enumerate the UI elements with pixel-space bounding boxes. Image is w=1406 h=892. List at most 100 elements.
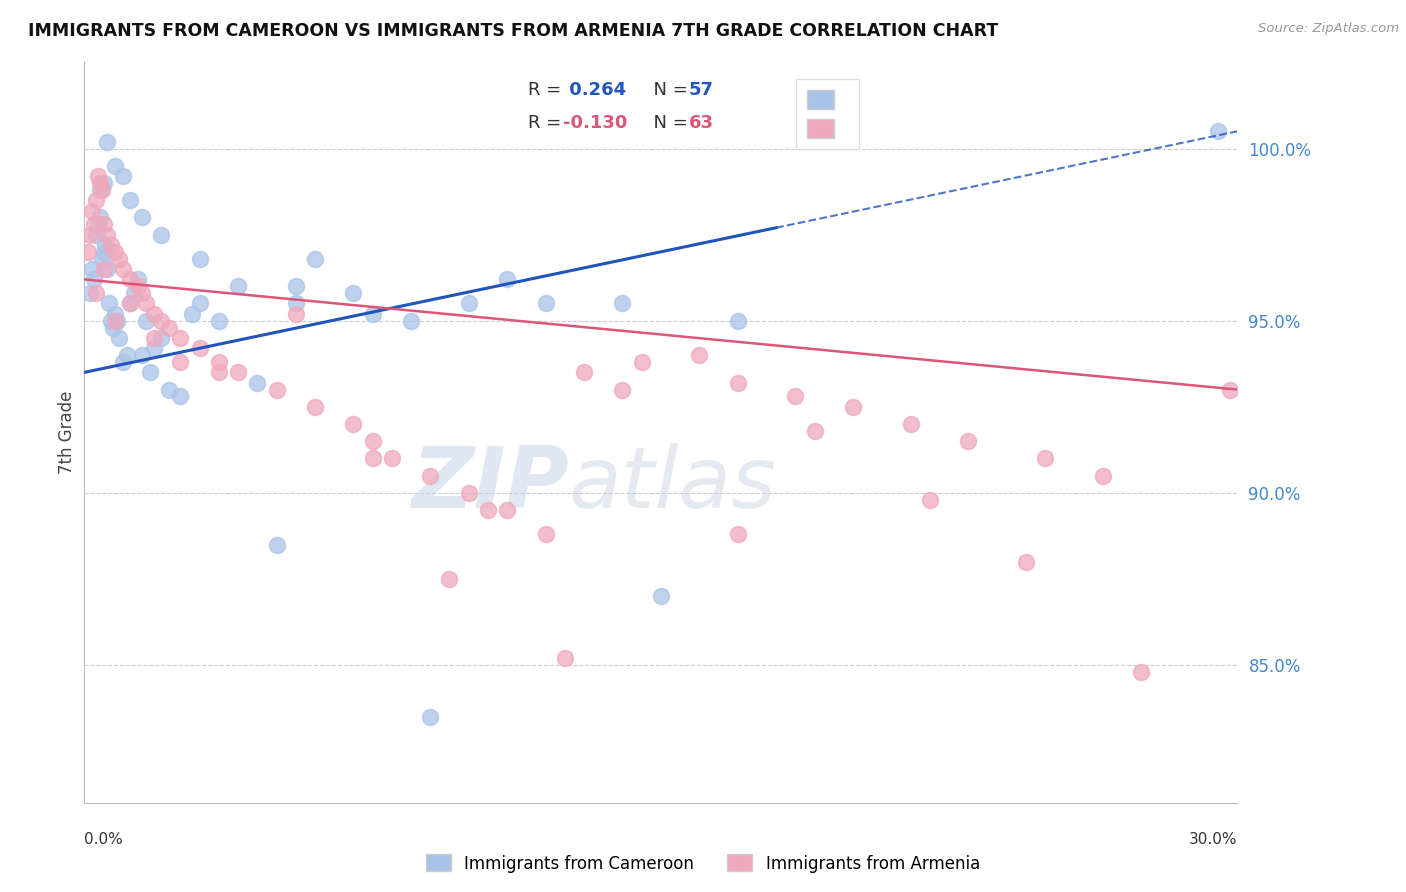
Point <box>419 468 441 483</box>
Point <box>100 238 122 252</box>
Point <box>399 314 422 328</box>
Text: Source: ZipAtlas.com: Source: ZipAtlas.com <box>1258 22 1399 36</box>
Point <box>361 307 384 321</box>
Text: IMMIGRANTS FROM CAMEROON VS IMMIGRANTS FROM ARMENIA 7TH GRADE CORRELATION CHART: IMMIGRANTS FROM CAMEROON VS IMMIGRANTS F… <box>28 22 998 40</box>
Point <box>439 572 461 586</box>
Point <box>1206 124 1229 138</box>
Point <box>108 252 131 266</box>
Point <box>284 307 307 321</box>
Point <box>115 348 138 362</box>
Point <box>104 314 127 328</box>
Point <box>142 331 165 345</box>
Point <box>103 320 124 334</box>
Point <box>79 227 101 242</box>
Point <box>1130 665 1153 679</box>
Point <box>90 252 112 266</box>
Point <box>120 296 142 310</box>
Point <box>127 272 149 286</box>
Point <box>304 252 326 266</box>
Point <box>100 314 122 328</box>
Text: R =: R = <box>529 114 567 132</box>
Point <box>111 169 134 183</box>
Point <box>188 252 211 266</box>
Point <box>98 296 121 310</box>
Point <box>127 279 149 293</box>
Point <box>727 527 749 541</box>
Point <box>135 296 157 310</box>
Text: N =: N = <box>643 114 695 132</box>
Point <box>89 183 111 197</box>
Point <box>957 434 980 449</box>
Text: 30.0%: 30.0% <box>1189 832 1237 847</box>
Point <box>94 238 117 252</box>
Point <box>120 193 142 207</box>
Point <box>80 203 103 218</box>
Point <box>900 417 922 431</box>
Point <box>90 183 112 197</box>
Point <box>87 217 110 231</box>
Point <box>150 314 173 328</box>
Point <box>419 709 441 723</box>
Point <box>342 286 364 301</box>
Point <box>89 211 111 225</box>
Point <box>142 341 165 355</box>
Point <box>131 211 153 225</box>
Point <box>93 262 115 277</box>
Point <box>727 314 749 328</box>
Point <box>150 331 173 345</box>
Point <box>142 307 165 321</box>
Point <box>111 262 134 277</box>
Text: 0.264: 0.264 <box>562 81 626 99</box>
Point <box>304 400 326 414</box>
Point <box>169 389 191 403</box>
Text: N =: N = <box>643 81 695 99</box>
Point <box>572 365 595 379</box>
Point <box>496 272 519 286</box>
Point <box>96 262 118 277</box>
Point <box>188 296 211 310</box>
Point <box>612 296 634 310</box>
Point <box>688 348 710 362</box>
Point <box>226 279 249 293</box>
Point <box>135 314 157 328</box>
Point <box>105 314 128 328</box>
Point <box>124 286 146 301</box>
Point <box>246 376 269 390</box>
Text: 57: 57 <box>689 81 713 99</box>
Point <box>1219 383 1241 397</box>
Point <box>93 176 115 190</box>
Point <box>226 365 249 379</box>
Point <box>1091 468 1114 483</box>
Point <box>534 527 557 541</box>
Point <box>131 348 153 362</box>
Point <box>80 262 103 277</box>
Point <box>104 307 127 321</box>
Point <box>120 272 142 286</box>
Point <box>188 341 211 355</box>
Point <box>284 296 307 310</box>
Point <box>157 320 180 334</box>
Text: R =: R = <box>529 81 567 99</box>
Point <box>361 434 384 449</box>
Point <box>87 169 110 183</box>
Point <box>93 217 115 231</box>
Text: ZIP: ZIP <box>411 443 568 526</box>
Point <box>208 314 231 328</box>
Text: atlas: atlas <box>568 443 776 526</box>
Point <box>477 503 499 517</box>
Point <box>381 451 404 466</box>
Point <box>83 217 105 231</box>
Point <box>157 383 180 397</box>
Point <box>181 307 204 321</box>
Point <box>83 272 105 286</box>
Point <box>96 135 118 149</box>
Point <box>1033 451 1056 466</box>
Point <box>89 176 111 190</box>
Point <box>727 376 749 390</box>
Point <box>918 492 941 507</box>
Point <box>79 286 101 301</box>
Point <box>108 331 131 345</box>
Y-axis label: 7th Grade: 7th Grade <box>58 391 76 475</box>
Point <box>131 286 153 301</box>
Point <box>650 589 672 603</box>
